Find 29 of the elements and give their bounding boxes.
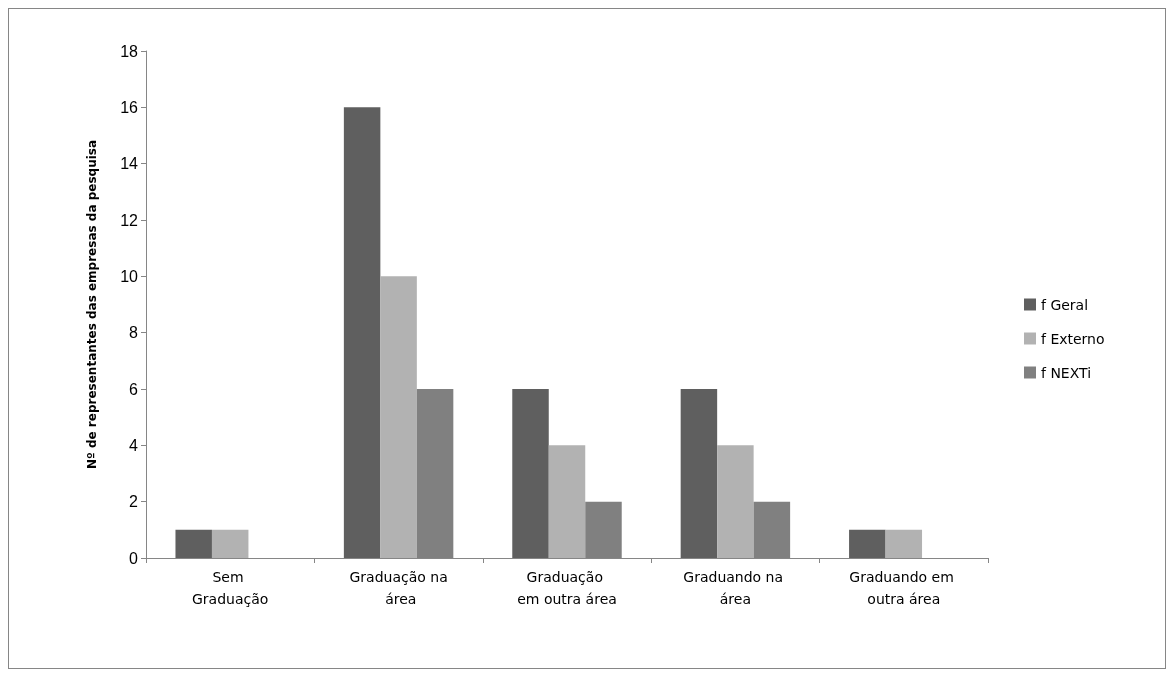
bar <box>849 529 886 558</box>
x-tick-label: Sem Graduação <box>192 569 269 607</box>
y-tick-label: 18 <box>120 42 139 60</box>
bar <box>548 445 586 558</box>
legend-label: f NEXTi <box>1041 364 1092 381</box>
bar <box>211 529 249 558</box>
y-tick-label: 12 <box>120 211 139 229</box>
bar <box>343 107 381 558</box>
y-tick-label: 0 <box>129 549 139 567</box>
bar <box>380 276 417 558</box>
bar <box>175 529 212 558</box>
y-axis-title: Nº de representantes das empresas da pesquisa <box>85 139 99 470</box>
legend-label: f Geral <box>1041 296 1089 313</box>
y-tick-label: 6 <box>129 380 139 398</box>
y-tick-label: 2 <box>129 493 139 511</box>
x-tick-label: Graduando em outra área <box>849 569 959 607</box>
bar <box>512 389 549 558</box>
bar <box>717 445 754 558</box>
x-tick-label: Graduando na área <box>683 569 788 607</box>
y-tick-label: 4 <box>129 436 139 454</box>
x-tick-label: Graduação em outra área <box>517 569 617 607</box>
y-tick-label: 16 <box>120 98 139 116</box>
bar <box>885 529 923 558</box>
y-tick-label: 8 <box>129 324 139 342</box>
y-tick-label: 10 <box>120 267 139 285</box>
bar <box>680 389 718 558</box>
y-tick-label: 14 <box>120 155 139 173</box>
x-tick-label: Graduação na área <box>349 569 448 607</box>
legend-label: f Externo <box>1041 330 1105 347</box>
